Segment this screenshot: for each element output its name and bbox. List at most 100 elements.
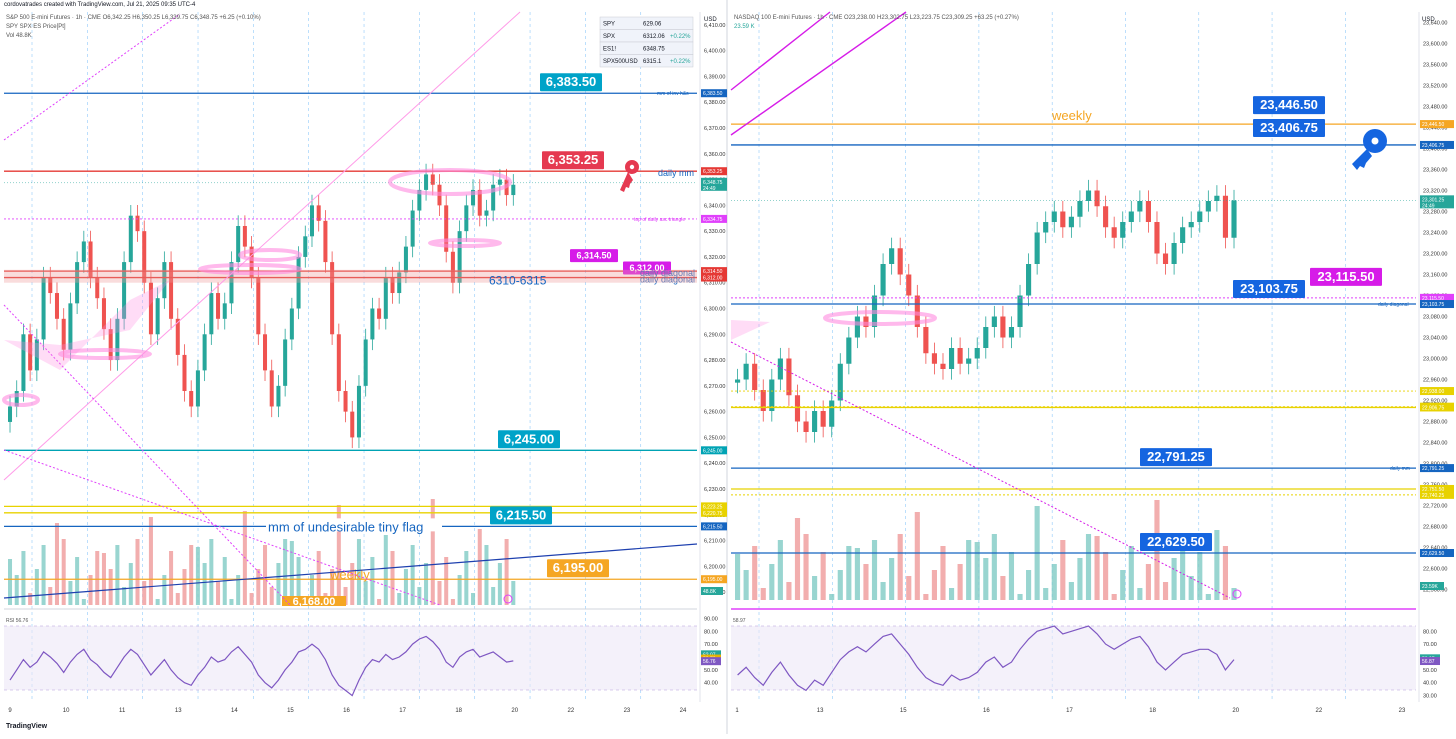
right-candle	[777, 358, 783, 380]
key-icon-right	[1352, 129, 1387, 170]
magenta-dotted-lower-2	[3, 449, 441, 606]
right-volume-bar	[743, 570, 749, 600]
ticker-row: SPY 629.06	[599, 16, 694, 30]
left-candle	[336, 334, 341, 392]
left-volume-bar	[330, 569, 335, 605]
right-price-tick: 23,200.00	[1423, 252, 1447, 258]
left-volume-bar	[108, 569, 113, 605]
right-volume-bar	[1026, 570, 1032, 600]
right-candle	[931, 353, 937, 364]
left-volume-bar	[296, 557, 301, 605]
right-price-tick: 23,040.00	[1423, 336, 1447, 342]
left-volume-bar	[81, 599, 86, 605]
left-level-note: daily mm	[658, 168, 694, 178]
left-candle	[28, 334, 33, 371]
left-last-price-tag	[701, 177, 727, 191]
right-volume-bar	[777, 540, 783, 600]
left-candle	[95, 277, 100, 299]
left-candle	[122, 262, 127, 319]
left-level-axis-tag	[701, 167, 727, 176]
tradingview-logo[interactable]: TradingView	[6, 723, 48, 730]
left-volume-bar	[269, 587, 274, 605]
right-magenta-channel-1	[730, 11, 831, 91]
left-candle	[323, 220, 328, 263]
right-candle	[889, 248, 895, 264]
right-level-axis-text: 23,446.50	[1422, 122, 1444, 128]
right-candle	[1197, 211, 1203, 222]
right-volume-badge	[1420, 582, 1444, 590]
right-level-label-box	[1233, 280, 1305, 299]
right-level-note: weekly	[1051, 108, 1092, 123]
pink-channel-line	[3, 11, 521, 481]
right-candle	[803, 421, 809, 432]
right-price-tick: 23,000.00	[1423, 357, 1447, 363]
right-price-tick: 23,440.00	[1423, 126, 1447, 132]
left-candle	[316, 205, 321, 221]
left-candle	[142, 231, 147, 283]
right-price-tick: 22,680.00	[1423, 525, 1447, 531]
left-level-axis-text: 6,353.25	[703, 169, 723, 175]
left-candle	[195, 370, 200, 407]
left-candle	[356, 385, 361, 438]
right-candle	[1231, 200, 1237, 238]
right-volume-bar	[923, 594, 929, 600]
extra-label-box	[282, 596, 346, 606]
left-rsi-band	[4, 626, 697, 690]
right-volume-bar	[983, 558, 989, 600]
right-volume-bar	[991, 534, 997, 600]
right-price-tick: 23,360.00	[1423, 168, 1447, 174]
right-volume-bar	[1137, 588, 1143, 600]
right-volume-bar	[760, 588, 766, 600]
left-candle	[417, 189, 422, 211]
left-volume-bar	[383, 535, 388, 605]
right-rsi-value-text: 56.87	[1422, 659, 1435, 665]
left-candle	[390, 277, 395, 294]
left-candle	[263, 334, 268, 371]
right-candle	[1077, 201, 1083, 217]
left-level-axis-text: 6,334.75	[703, 217, 723, 223]
right-price-tick: 23,600.00	[1423, 42, 1447, 48]
left-candle	[115, 318, 120, 361]
right-candle	[760, 390, 766, 411]
right-level-label-text: 23,115.50	[1317, 269, 1374, 284]
left-last-price-text: 6,348.75	[703, 180, 723, 186]
left-price-tick: 6,320.00	[704, 255, 725, 261]
left-volume-bar	[182, 569, 187, 605]
left-candle	[397, 272, 402, 294]
left-level-label-text: 6,215.50	[496, 507, 547, 522]
right-candle	[923, 327, 929, 354]
left-volume-bar	[464, 551, 469, 605]
right-candle	[974, 348, 980, 359]
left-rsi-value-text: 56.76	[703, 659, 716, 665]
watermark: cordovatrades created with TradingView.c…	[4, 2, 196, 8]
left-volume-bar	[356, 539, 361, 605]
right-x-tick: 23	[1399, 708, 1406, 714]
left-price-tick: 6,240.00	[704, 461, 725, 467]
left-candle	[383, 277, 388, 319]
ticker-row: SPX 6312.06 +0.22%	[599, 29, 694, 43]
right-rsi-title: 58.97	[733, 618, 746, 624]
right-candle	[1051, 211, 1057, 222]
left-candle	[497, 179, 502, 185]
right-price-tick: 22,960.00	[1423, 378, 1447, 384]
ticker-price: 6315.1	[643, 59, 662, 65]
left-panel: 6,410.00 6,400.00 6,390.00 6,380.00 6,370.00…	[4, 12, 727, 714]
left-volume-bar	[390, 551, 395, 605]
left-volume-bar	[430, 499, 435, 605]
right-pink-highlight	[823, 310, 937, 326]
left-rsi-tick: 70.00	[704, 642, 718, 648]
left-price-tick: 6,260.00	[704, 410, 725, 416]
right-price-tick: 23,480.00	[1423, 105, 1447, 111]
right-price-tick: 23,240.00	[1423, 231, 1447, 237]
left-x-tick: 15	[287, 708, 294, 714]
right-volume-bar	[906, 576, 912, 600]
right-x-tick: 15	[900, 708, 907, 714]
left-level-axis-text: 6,215.50	[703, 524, 723, 530]
left-volume-bar	[444, 557, 449, 605]
right-candle	[1060, 211, 1066, 228]
left-candle	[471, 189, 476, 206]
left-candle	[377, 308, 382, 319]
left-volume-bar	[54, 523, 59, 605]
right-header-line-1: NASDAQ 100 E-mini Futures · 1h · CME O23…	[734, 15, 1019, 21]
left-volume-bar	[135, 539, 140, 605]
